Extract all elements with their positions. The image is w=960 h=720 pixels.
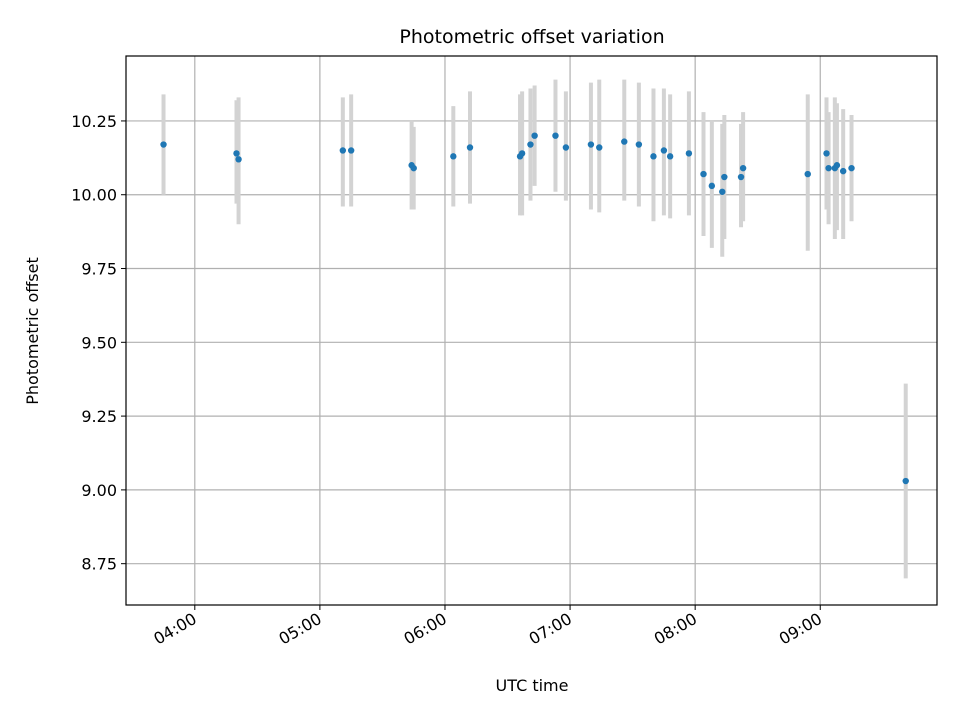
data-point bbox=[233, 150, 240, 157]
data-point bbox=[410, 164, 417, 172]
y-tick-label: 9.25 bbox=[81, 407, 117, 426]
data-point bbox=[660, 147, 668, 154]
data-point bbox=[848, 164, 855, 172]
data-point bbox=[235, 156, 242, 163]
data-point bbox=[739, 164, 747, 172]
y-tick-label: 10.25 bbox=[71, 112, 117, 131]
y-axis-title: Photometric offset bbox=[23, 257, 42, 405]
data-point bbox=[587, 141, 595, 148]
data-point bbox=[839, 167, 847, 175]
data-point bbox=[596, 144, 603, 151]
data-point bbox=[685, 150, 693, 157]
data-point bbox=[650, 153, 657, 160]
data-point bbox=[562, 144, 570, 151]
data-point bbox=[721, 173, 728, 181]
x-axis-title: UTC time bbox=[496, 676, 569, 695]
ticks: 04:00 05:00 06:00 07:00 08:00 09:008.759.009.… bbox=[71, 112, 825, 649]
y-tick-label: 9.00 bbox=[81, 481, 117, 500]
data-points bbox=[160, 132, 909, 485]
data-point bbox=[621, 138, 628, 145]
data-point bbox=[719, 188, 726, 195]
data-point bbox=[531, 132, 538, 139]
chart-title: Photometric offset variation bbox=[399, 26, 664, 48]
plot-frame bbox=[125, 55, 938, 606]
data-point bbox=[450, 153, 457, 160]
data-point bbox=[804, 170, 811, 178]
data-point bbox=[708, 182, 716, 190]
y-tick-label: 10.00 bbox=[71, 186, 117, 205]
data-point bbox=[737, 173, 745, 181]
y-tick-label: 9.75 bbox=[81, 260, 117, 279]
data-point bbox=[902, 477, 909, 485]
data-point bbox=[635, 141, 643, 148]
data-point bbox=[466, 144, 474, 151]
grid bbox=[126, 56, 937, 605]
data-point bbox=[833, 162, 841, 169]
y-tick-label: 9.50 bbox=[81, 333, 117, 352]
data-point bbox=[825, 164, 832, 172]
data-point bbox=[666, 153, 674, 160]
data-point bbox=[347, 147, 355, 154]
data-point bbox=[339, 147, 347, 154]
data-point bbox=[552, 132, 559, 139]
data-point bbox=[823, 150, 830, 157]
y-tick-label: 8.75 bbox=[81, 555, 117, 574]
data-point bbox=[160, 141, 167, 148]
data-point bbox=[527, 141, 534, 148]
data-point bbox=[700, 170, 707, 178]
data-point bbox=[518, 150, 526, 157]
